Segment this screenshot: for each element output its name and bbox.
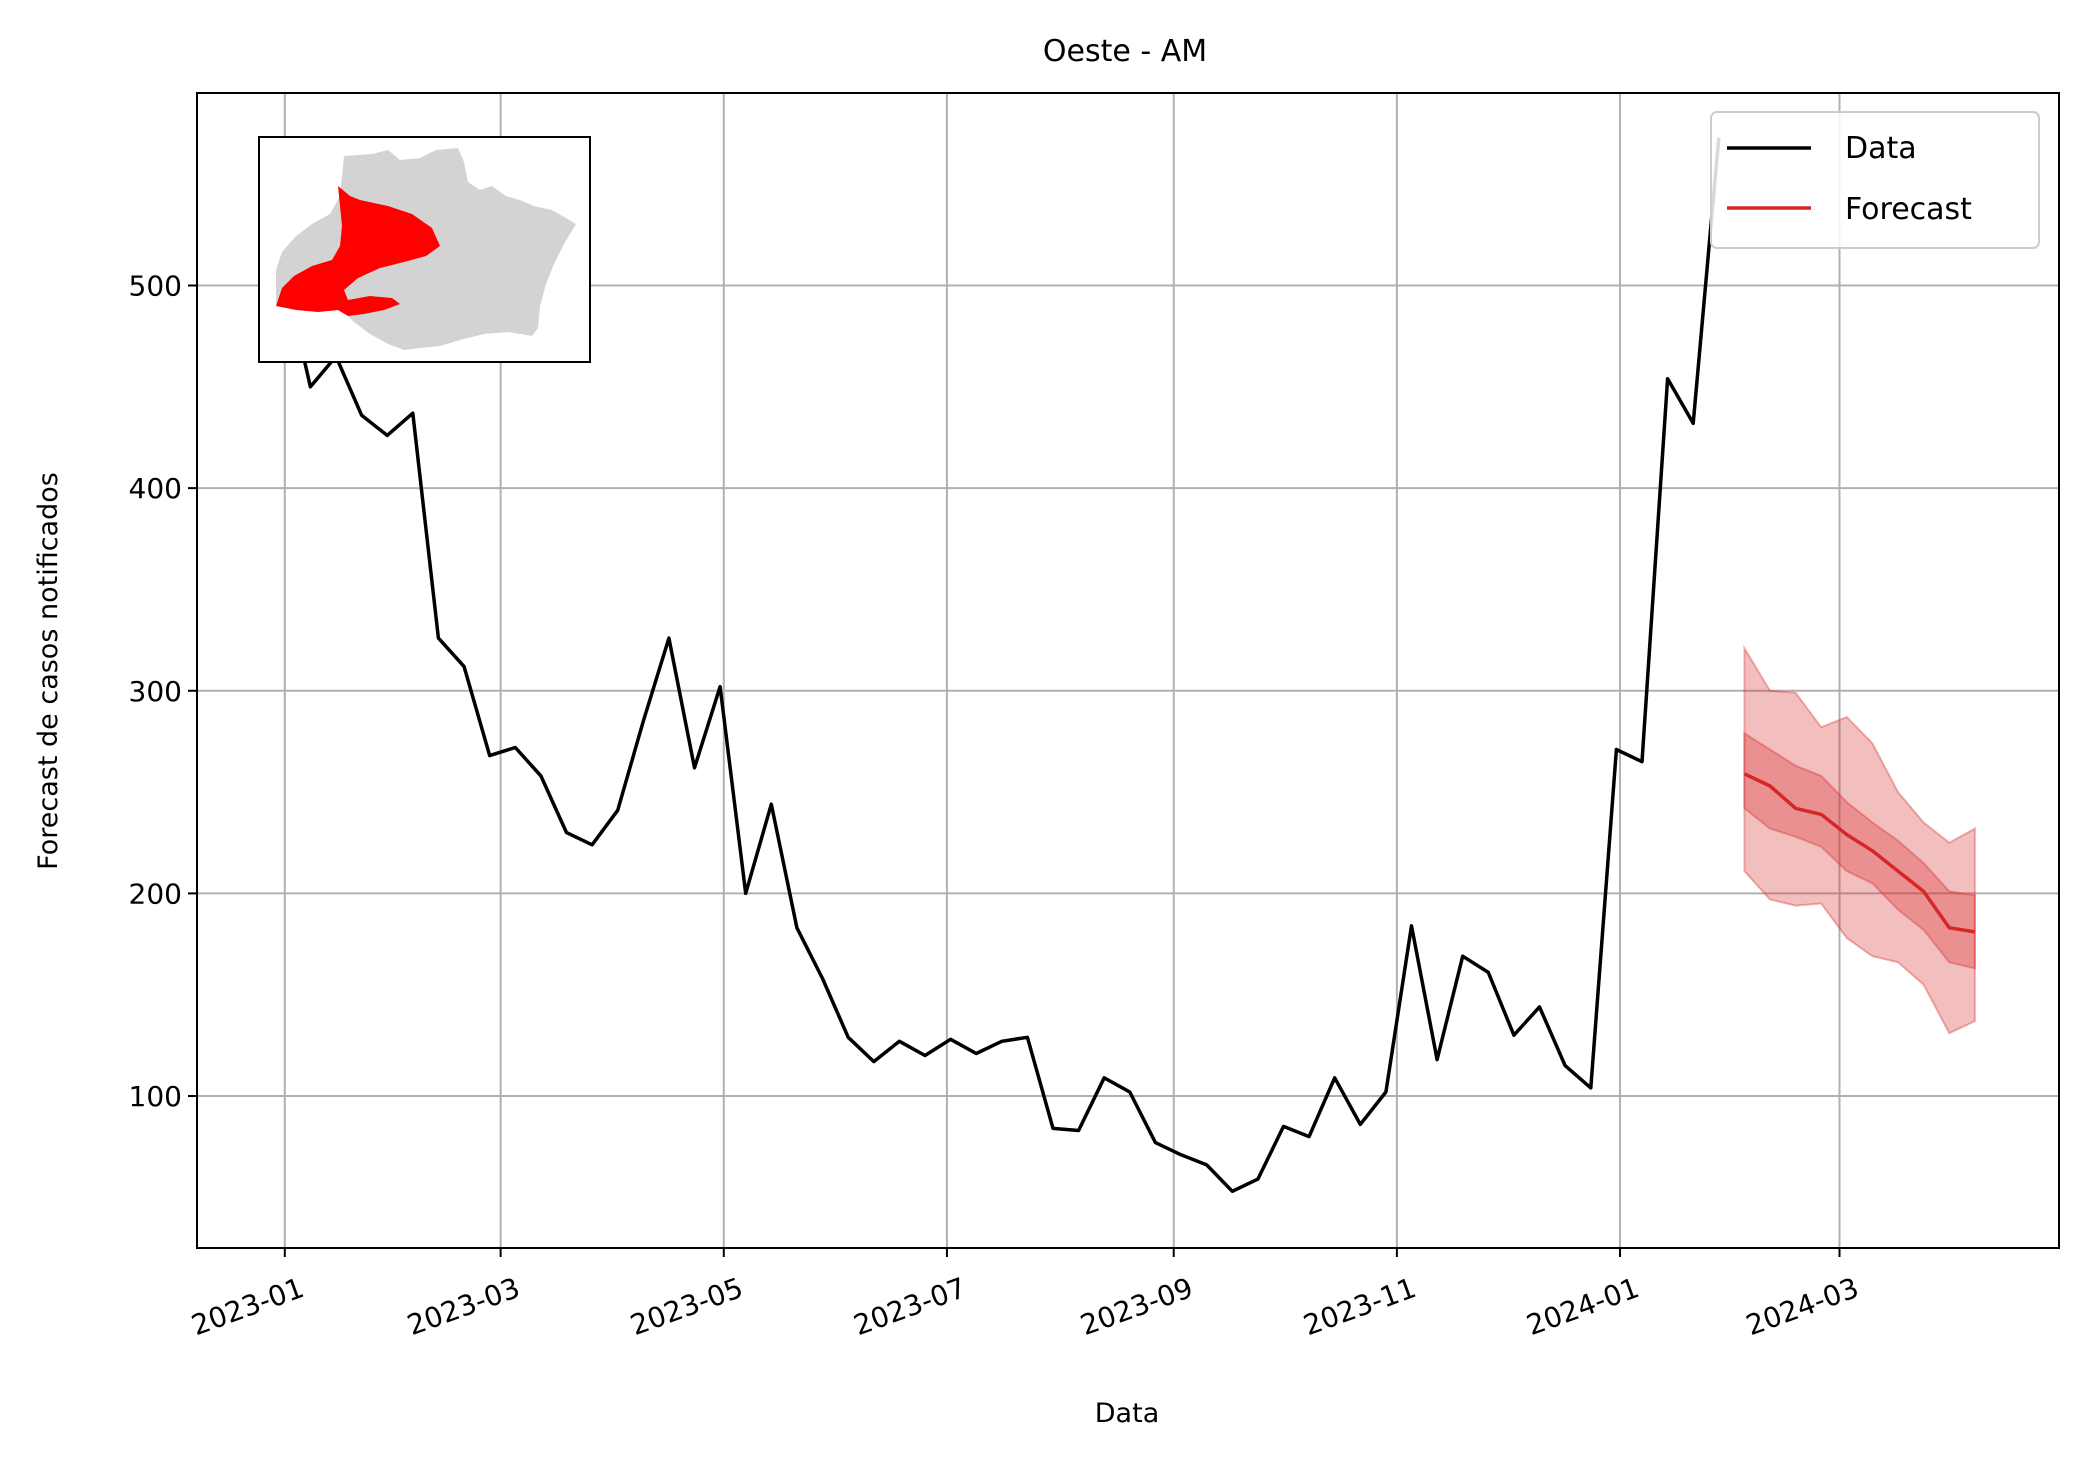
data-series-line — [283, 137, 1721, 1194]
forecast-series-line — [1743, 772, 1976, 934]
grid-lines — [197, 93, 2059, 1248]
series-lines — [283, 137, 1976, 1194]
y-axis-label: Forecast de casos notificados — [33, 472, 64, 870]
oeste-region-highlight — [276, 186, 440, 316]
legend: Data Forecast — [1710, 111, 2040, 249]
y-tick-label: 400 — [129, 472, 182, 505]
x-axis-label: Data — [1095, 1398, 1159, 1429]
legend-label-data: Data — [1845, 131, 1917, 166]
legend-label-forecast: Forecast — [1845, 192, 1972, 227]
plot-area-frame — [196, 92, 2060, 1249]
chart-title: Oeste - AM — [1043, 34, 1207, 69]
amazonas-state-map-icon — [258, 136, 591, 363]
y-tick-label: 300 — [129, 675, 182, 708]
y-tick-label: 500 — [129, 270, 182, 303]
y-tick-label: 100 — [129, 1080, 182, 1113]
y-tick-label: 200 — [129, 877, 182, 910]
forecast-inner-band — [1743, 731, 1976, 970]
